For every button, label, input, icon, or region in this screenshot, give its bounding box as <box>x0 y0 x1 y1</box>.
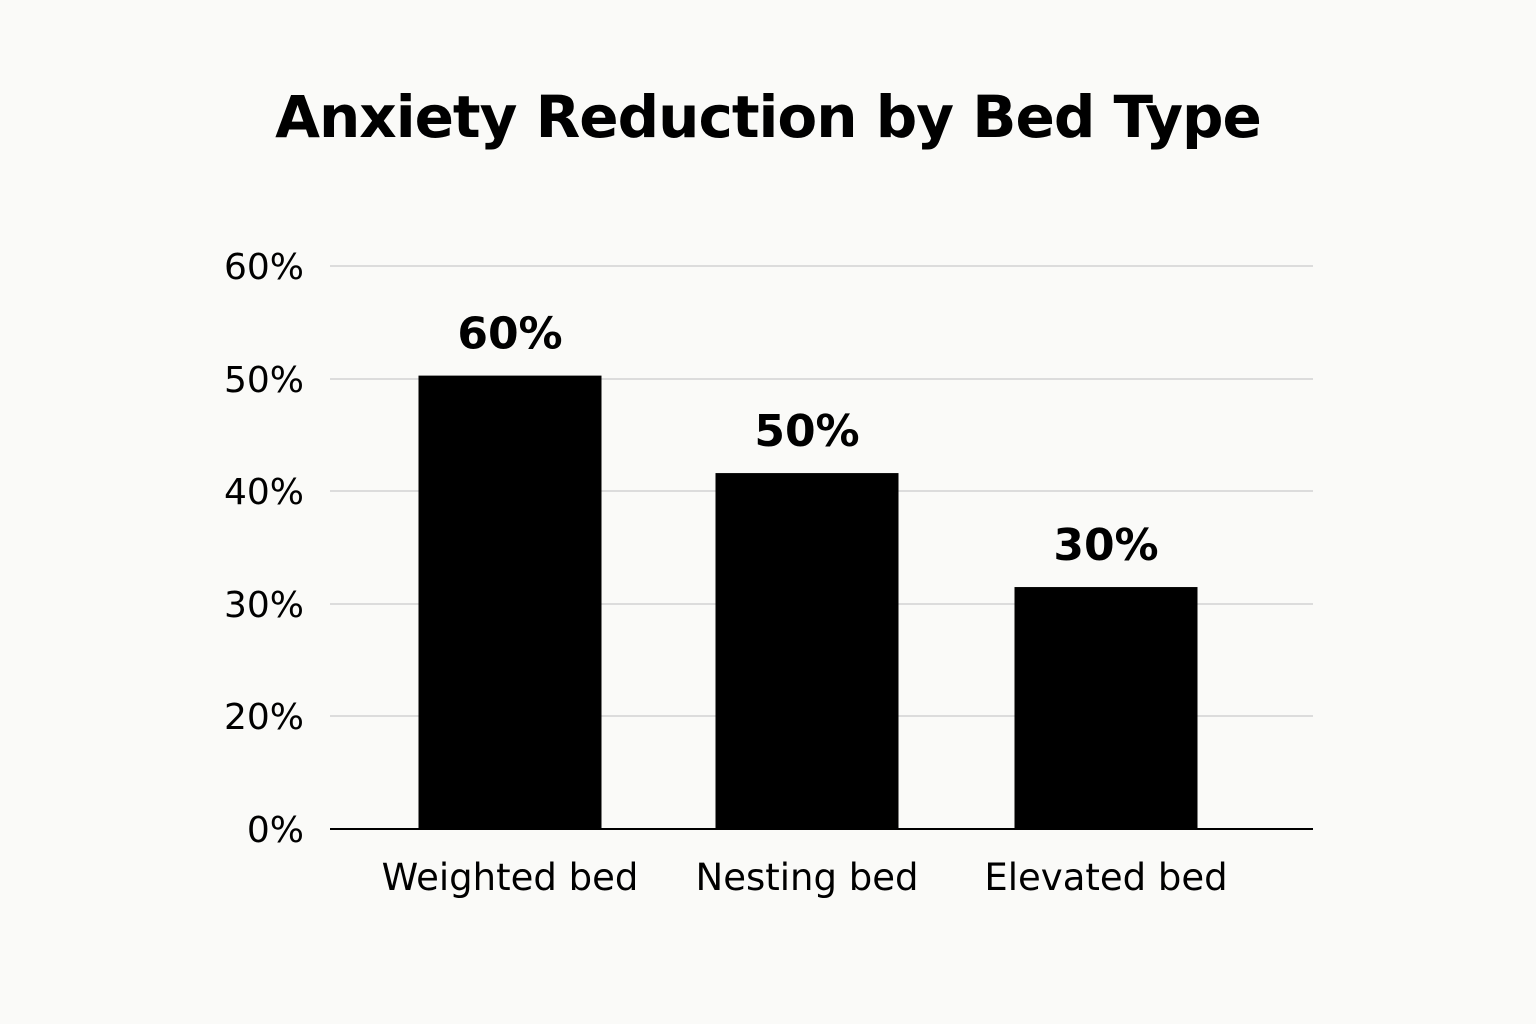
y-tick-label: 30% <box>224 585 304 626</box>
x-category-label: Nesting bed <box>696 856 919 899</box>
x-category-label: Elevated bed <box>984 856 1227 899</box>
y-tick-label: 60% <box>224 247 304 288</box>
bar <box>418 375 602 829</box>
x-axis-ticks: Weighted bed Nesting bed Elevated bed <box>382 856 1228 899</box>
bar <box>715 473 899 829</box>
bar <box>1014 587 1198 829</box>
y-tick-label: 40% <box>224 472 304 513</box>
y-tick-label: 20% <box>224 697 304 738</box>
x-category-label: Weighted bed <box>382 856 639 899</box>
chart-title: Anxiety Reduction by Bed Type <box>275 83 1262 151</box>
y-tick-label: 0% <box>247 810 304 851</box>
bar-value-label: 50% <box>754 406 859 457</box>
bar-value-label: 30% <box>1053 520 1158 571</box>
bars <box>418 375 1198 829</box>
y-axis-ticks: 0% 20% 30% 40% 50% 60% <box>224 247 304 851</box>
data-labels: 60% 50% 30% <box>457 309 1158 571</box>
bar-value-label: 60% <box>457 309 562 360</box>
y-tick-label: 50% <box>224 360 304 401</box>
